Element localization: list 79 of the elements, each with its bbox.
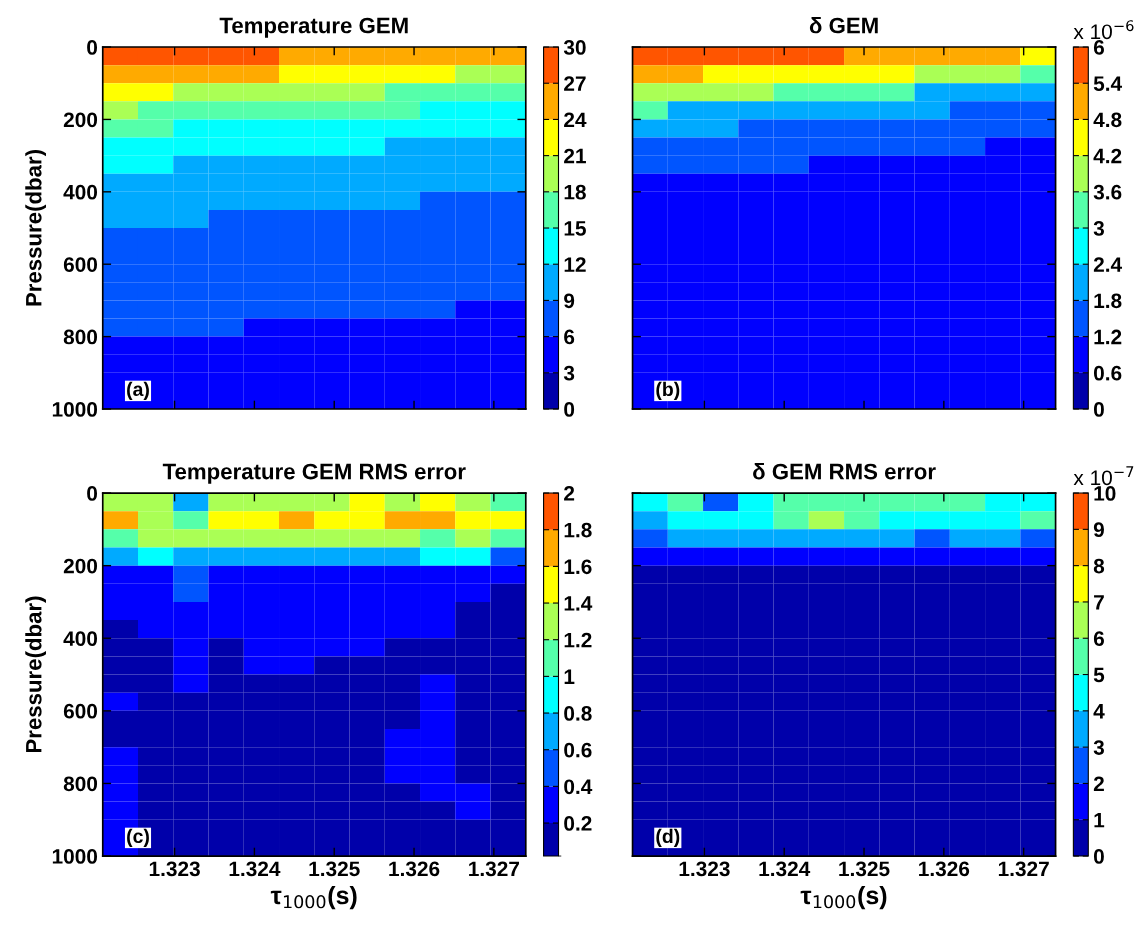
color-bar-label: 0.2 [564,816,592,831]
color-bar-label: 4.8 [1093,112,1122,128]
x-tick-label: 1.326 [919,861,970,877]
color-bar-label: 4 [1093,704,1105,719]
color-bar-label: 3 [1093,221,1104,236]
y-tick-label: 600 [63,703,98,719]
color-bar-label: 9 [564,293,575,309]
x-axis-title: τ$_{1000}$(s) [270,885,357,910]
y-tick-label: 800 [63,329,98,345]
color-bar-label: 4.2 [1093,148,1122,164]
x-tick-label: 1.327 [998,861,1049,877]
color-bar-label: 1 [1094,812,1105,828]
y-tick-label: 0 [87,486,98,501]
annotation: (c) [127,828,149,847]
color-bar-label: 18 [564,184,586,200]
color-bar-label: 27 [564,76,586,91]
y-axis-title: Pressure(dbar) [25,150,46,306]
x-tick-label: 1.327 [469,861,520,877]
annotation: (a) [127,381,149,400]
color-bar-label: 1.2 [1094,329,1122,345]
color-bar-label: 1.2 [564,632,592,648]
color-bar-label: 15 [564,221,586,236]
y-tick-label: 200 [63,112,98,128]
chart-title: δ GEM [809,17,878,34]
color-bar-label: 10 [1094,486,1116,501]
color-bar-label: 0.6 [1093,365,1122,381]
x-tick-label: 1.325 [309,861,360,877]
x-tick-label: 1.323 [149,861,200,877]
color-bar-label: 0.6 [564,742,592,758]
y-tick-label: 1000 [52,402,98,417]
color-bar-label: 2 [564,486,575,501]
x-tick-label: 1.324 [759,861,811,877]
annotation: (b) [656,381,680,400]
x-tick-label: 1.324 [229,861,281,877]
color-bar-label: 1.8 [564,522,592,538]
y-tick-label: 600 [63,257,98,272]
color-bar-label: 24 [564,112,587,127]
color-bar-label: 0.4 [564,779,593,795]
color-bar-label: 2 [1093,776,1104,791]
x-tick-label: 1.323 [679,861,730,877]
y-tick-label: 400 [63,184,98,200]
color-bar-label: 6 [564,329,575,345]
color-bar-title: x 10$^{−7}$ [1073,466,1134,486]
y-tick-label: 800 [63,776,98,792]
color-bar-label: 9 [1093,522,1104,538]
color-bar-label: 0 [1093,849,1104,864]
chart-title: Temperature GEM RMS error [162,463,466,484]
color-bar-label: 12 [564,257,586,272]
y-tick-label: 200 [63,558,98,574]
x-tick-label: 1.325 [839,861,890,877]
y-tick-label: 0 [87,40,98,55]
color-bar-label: 1.4 [564,596,593,611]
color-bar-label: 0 [564,402,575,417]
y-axis-title: Pressure(dbar) [25,596,46,753]
color-bar-label: 3 [1093,740,1104,755]
x-axis-title: τ$_{1000}$(s) [800,885,887,910]
annotation: (d) [656,828,680,847]
y-tick-label: 400 [63,631,98,646]
color-bar-label: 7 [1094,595,1104,610]
color-bar-label: 6 [1093,631,1104,646]
color-bar-label: 5.4 [1093,76,1123,91]
color-bar-label: 3.6 [1093,184,1122,200]
y-tick-label: 1000 [52,849,98,864]
color-bar-label: 1 [564,669,575,684]
color-bar-label: 3 [563,365,575,381]
color-bar-label: 1.8 [1094,293,1122,309]
chart-title: Temperature GEM [219,17,408,38]
color-bar-label: 21 [564,148,586,164]
color-bar-label: 0.8 [564,706,592,721]
color-bar-label: 30 [563,40,586,55]
color-bar-label: 0 [1093,402,1104,417]
color-bar-label: 8 [1093,558,1105,574]
x-tick-label: 1.326 [389,861,440,877]
color-bar-label: 6 [1093,40,1104,55]
color-bar-label: 5 [1093,667,1105,683]
color-bar-label: 1.6 [564,559,592,575]
color-bar-title: x 10$^{−6}$ [1073,20,1134,40]
color-bar-label: 2.4 [1093,257,1123,272]
chart-title: δ GEM RMS error [753,463,936,480]
